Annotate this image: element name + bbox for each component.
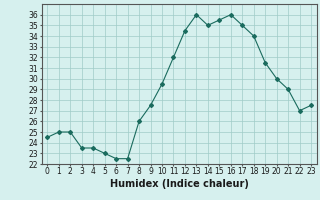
X-axis label: Humidex (Indice chaleur): Humidex (Indice chaleur) bbox=[110, 179, 249, 189]
